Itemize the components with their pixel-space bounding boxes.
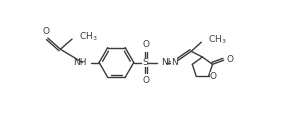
Text: O: O (143, 40, 149, 49)
Text: NH: NH (73, 58, 87, 67)
Text: O: O (43, 27, 50, 36)
Text: CH$_3$: CH$_3$ (79, 31, 97, 43)
Text: O: O (210, 72, 217, 81)
Text: S: S (142, 58, 148, 67)
Text: CH$_3$: CH$_3$ (208, 34, 227, 46)
Text: N: N (171, 58, 178, 67)
Text: O: O (143, 76, 149, 85)
Text: NH: NH (161, 58, 175, 67)
Text: O: O (226, 55, 233, 64)
